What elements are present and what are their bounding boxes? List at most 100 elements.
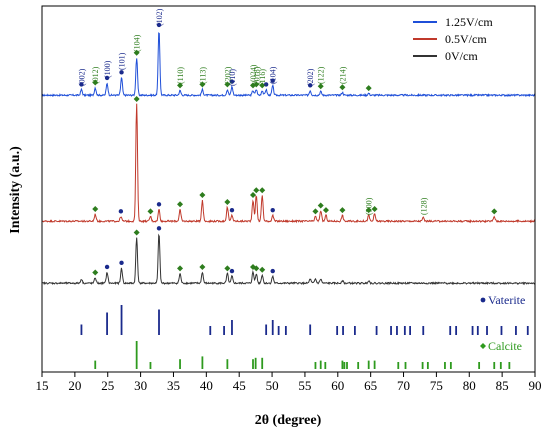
x-tick-label: 85 — [496, 378, 509, 393]
vaterite-peak-marker — [118, 209, 124, 214]
legend-label: 0V/cm — [445, 49, 478, 63]
reference-name-label: Calcite — [488, 339, 522, 353]
miller-index-label: (128) — [419, 197, 428, 215]
calcite-peak-marker — [133, 229, 140, 236]
vaterite-peak-marker — [270, 78, 275, 83]
miller-index-label: (214) — [338, 66, 347, 84]
vaterite-peak-marker — [156, 202, 162, 207]
calcite-peak-marker — [199, 263, 206, 270]
calcite-peak-marker — [147, 208, 154, 215]
calcite-peak-marker — [253, 187, 260, 194]
x-tick-label: 30 — [134, 378, 147, 393]
legend-label: 0.5V/cm — [445, 32, 487, 46]
calcite-peak-marker — [322, 207, 329, 214]
plot-area: (002) (012) (100) (101) (104) (102) (110) (113)… — [41, 8, 536, 369]
x-tick-label: 55 — [298, 378, 311, 393]
x-axis-ticks: 15 20 25 30 35 40 45 50 55 60 65 70 75 80 85 90 — [36, 372, 542, 393]
x-tick-label: 35 — [167, 378, 180, 393]
series-line-1 — [41, 103, 536, 224]
vaterite-peak-marker — [104, 75, 110, 81]
calcite-peak-marker — [312, 208, 319, 215]
calcite-peak-marker — [92, 205, 99, 212]
miller-index-label: (110) — [176, 67, 185, 84]
vaterite-peak-marker — [270, 268, 275, 274]
calcite-peak-marker — [259, 266, 266, 273]
x-axis-title: 2θ (degree) — [255, 413, 322, 428]
x-tick-label: 80 — [463, 378, 476, 393]
miller-index-label: (101) — [118, 52, 127, 70]
miller-index-label: (024) — [249, 64, 258, 82]
calcite-peak-marker — [92, 269, 99, 276]
calcite-peak-marker — [177, 82, 184, 89]
vaterite-peak-marker — [270, 207, 275, 213]
miller-index-label: (300) — [365, 197, 374, 215]
vaterite-legend-marker — [480, 297, 486, 303]
legend-label: 1.25V/cm — [445, 15, 493, 29]
x-tick-label: 40 — [200, 378, 213, 393]
vaterite-peak-marker — [156, 226, 162, 231]
series-line-0 — [41, 32, 536, 98]
calcite-legend-marker — [480, 343, 486, 349]
miller-index-label: (104) — [269, 66, 278, 84]
calcite-peak-marker — [250, 191, 257, 198]
series-line-2 — [41, 233, 536, 286]
calcite-peak-marker — [92, 79, 99, 86]
vaterite-peak-marker — [79, 82, 84, 87]
x-tick-label: 20 — [68, 378, 81, 393]
calcite-peak-marker — [317, 83, 324, 90]
vaterite-peak-marker — [307, 83, 313, 88]
vaterite-peak-marker — [229, 207, 235, 213]
calcite-peak-marker — [339, 207, 346, 214]
calcite-peak-marker — [224, 198, 231, 205]
miller-index-label: (002) — [77, 68, 86, 86]
miller-index-label: (018) — [252, 66, 261, 84]
vaterite-peak-marker — [119, 70, 124, 75]
miller-index-label: (102) — [155, 8, 164, 26]
x-tick-label: 15 — [36, 378, 49, 393]
calcite-peak-marker — [371, 205, 378, 212]
miller-index-label: (116) — [258, 69, 267, 86]
vaterite-peak-marker — [104, 264, 110, 270]
calcite-peak-marker — [177, 201, 184, 208]
miller-index-label: (110) — [228, 69, 237, 86]
x-tick-label: 60 — [331, 378, 344, 393]
calcite-peak-marker — [224, 81, 231, 88]
calcite-peak-marker — [133, 96, 140, 102]
calcite-peak-marker — [199, 191, 206, 198]
vaterite-peak-marker — [156, 22, 162, 28]
miller-index-label: (202) — [306, 68, 315, 86]
vaterite-peak-marker — [119, 260, 124, 266]
x-tick-label: 45 — [233, 378, 246, 393]
calcite-peak-marker — [253, 265, 260, 272]
vaterite-peak-marker — [263, 82, 269, 87]
calcite-peak-marker — [177, 265, 184, 272]
x-tick-label: 50 — [266, 378, 279, 393]
miller-index-label: (122) — [317, 66, 326, 84]
calcite-peak-marker — [339, 84, 346, 91]
x-tick-label: 65 — [364, 378, 377, 393]
calcite-peak-marker — [365, 207, 372, 214]
miller-index-label: (012) — [91, 66, 100, 84]
calcite-peak-marker — [317, 202, 324, 209]
miller-index-label: (202) — [223, 66, 232, 84]
y-axis-title: Intensity (a.u.) — [8, 146, 23, 234]
miller-index-label: (113) — [198, 67, 207, 84]
x-tick-label: 70 — [397, 378, 410, 393]
x-tick-label: 75 — [430, 378, 443, 393]
calcite-peak-marker — [491, 208, 498, 215]
plot-frame — [41, 5, 536, 373]
vaterite-peak-marker — [229, 268, 235, 274]
x-tick-label: 25 — [101, 378, 114, 393]
calcite-peak-marker — [133, 49, 140, 56]
calcite-peak-marker — [199, 81, 206, 88]
calcite-peak-marker — [259, 187, 266, 194]
vaterite-peak-marker — [229, 79, 235, 84]
calcite-peak-marker — [253, 81, 260, 88]
reference-name-label: Vaterite — [488, 293, 525, 307]
calcite-peak-marker — [224, 265, 231, 272]
x-tick-label: 90 — [529, 378, 542, 393]
miller-index-label: (100) — [103, 60, 112, 78]
legend: 1.25V/cm 0.5V/cm 0V/cm — [413, 15, 493, 63]
calcite-peak-marker — [365, 85, 372, 92]
